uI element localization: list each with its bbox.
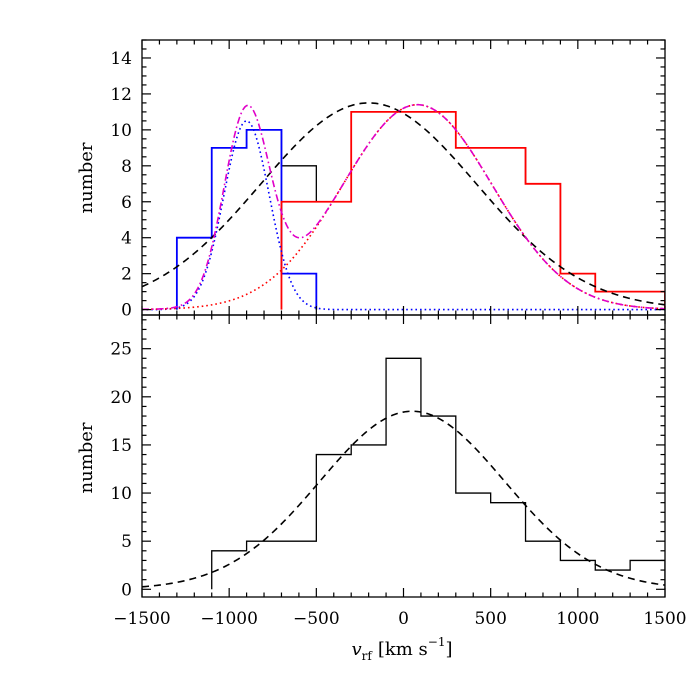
bottom-y-tick-label: 5 bbox=[121, 532, 132, 552]
x-tick-label: −500 bbox=[293, 609, 340, 629]
bottom-plot-area bbox=[142, 357, 665, 590]
bottom-y-tick-label: 20 bbox=[110, 388, 132, 408]
bottom-frame bbox=[141, 314, 666, 598]
top-histogram-2 bbox=[280, 110, 665, 310]
x-tick-label: 1500 bbox=[643, 609, 686, 629]
x-tick-label: 1000 bbox=[556, 609, 599, 629]
top-panel: 0 2 4 6 8 10 12 14 bbox=[110, 39, 666, 321]
x-axis-title-exp: −1 bbox=[428, 635, 446, 649]
bottom-y-tick-label: 25 bbox=[110, 340, 132, 360]
x-axis-title-sub: rf bbox=[362, 649, 374, 663]
top-y-tick-label: 10 bbox=[110, 121, 132, 141]
x-axis-title-close: ] bbox=[446, 639, 453, 660]
top-curve-dashed-0 bbox=[142, 102, 665, 306]
top-plot-area bbox=[142, 102, 665, 311]
x-axis-title: vrf [km s−1] bbox=[351, 635, 452, 663]
top-histogram-0 bbox=[176, 111, 665, 310]
top-y-tick-label: 0 bbox=[121, 301, 132, 321]
top-y-tick-label: 8 bbox=[121, 157, 132, 177]
x-axis-title-units: [km s bbox=[378, 639, 428, 660]
top-y-tick-label: 4 bbox=[121, 229, 132, 249]
top-histogram-1 bbox=[175, 128, 318, 310]
bottom-panel: −1500 −1000 −500 0 500 1000 1500 0 5 10 15 20 25 bbox=[110, 314, 687, 629]
top-y-tick-label: 12 bbox=[110, 85, 132, 105]
top-y-tick-label: 6 bbox=[121, 193, 132, 213]
top-ylabel: number bbox=[76, 142, 97, 213]
bottom-y-tick-label: 10 bbox=[110, 484, 132, 504]
bottom-y-tick-label: 15 bbox=[110, 436, 132, 456]
top-y-tick-label: 14 bbox=[110, 49, 132, 69]
x-axis-title-v: v bbox=[351, 639, 361, 660]
top-curve-dashdot-3 bbox=[142, 103, 665, 311]
bottom-ylabel: number bbox=[76, 422, 97, 493]
top-curve-dotted-1 bbox=[142, 120, 665, 311]
x-tick-label: 500 bbox=[474, 609, 506, 629]
x-tick-label: −1000 bbox=[200, 609, 258, 629]
bottom-curve-dashed-0 bbox=[142, 410, 665, 588]
top-y-tick-label: 2 bbox=[121, 265, 132, 285]
x-tick-label: 0 bbox=[398, 609, 409, 629]
bottom-histogram-0 bbox=[211, 357, 665, 590]
x-tick-label: −1500 bbox=[113, 609, 171, 629]
bottom-y-tick-label: 0 bbox=[121, 580, 132, 600]
